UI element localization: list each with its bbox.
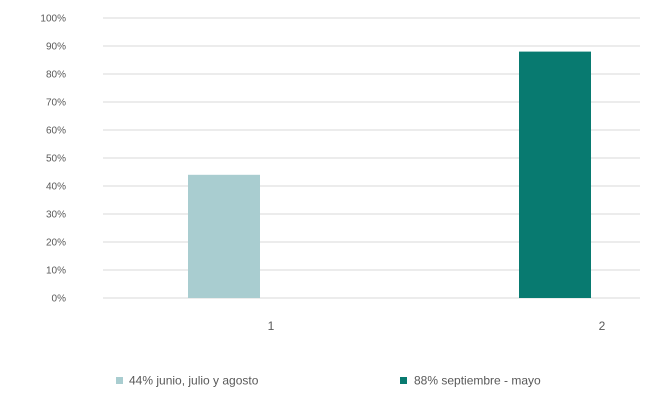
y-tick-label: 10% xyxy=(46,266,66,277)
bar xyxy=(188,174,260,298)
y-tick-label: 30% xyxy=(46,210,66,221)
y-tick-label: 70% xyxy=(46,98,66,109)
legend-label: 88% septiembre - mayo xyxy=(414,374,541,388)
bar xyxy=(519,51,591,298)
x-tick-label: 2 xyxy=(599,319,606,333)
y-tick-label: 50% xyxy=(46,154,66,165)
y-tick-label: 20% xyxy=(46,238,66,249)
y-tick-label: 60% xyxy=(46,126,66,137)
legend: 44% junio, julio y agosto 88% septiembre … xyxy=(116,374,541,388)
x-tick-label: 1 xyxy=(268,319,275,333)
y-tick-label: 80% xyxy=(46,70,66,81)
y-tick-label: 100% xyxy=(40,14,66,25)
y-tick-label: 90% xyxy=(46,42,66,53)
y-tick-label: 40% xyxy=(46,182,66,193)
legend-label: 44% junio, julio y agosto xyxy=(129,374,259,388)
bars xyxy=(188,51,591,298)
legend-swatch xyxy=(400,377,407,384)
y-axis: 0% 10% 20% 30% 40% 50% 60% 70% 80% 90% 100% xyxy=(40,14,66,305)
y-tick-label: 0% xyxy=(52,294,67,305)
legend-swatch xyxy=(116,377,123,384)
